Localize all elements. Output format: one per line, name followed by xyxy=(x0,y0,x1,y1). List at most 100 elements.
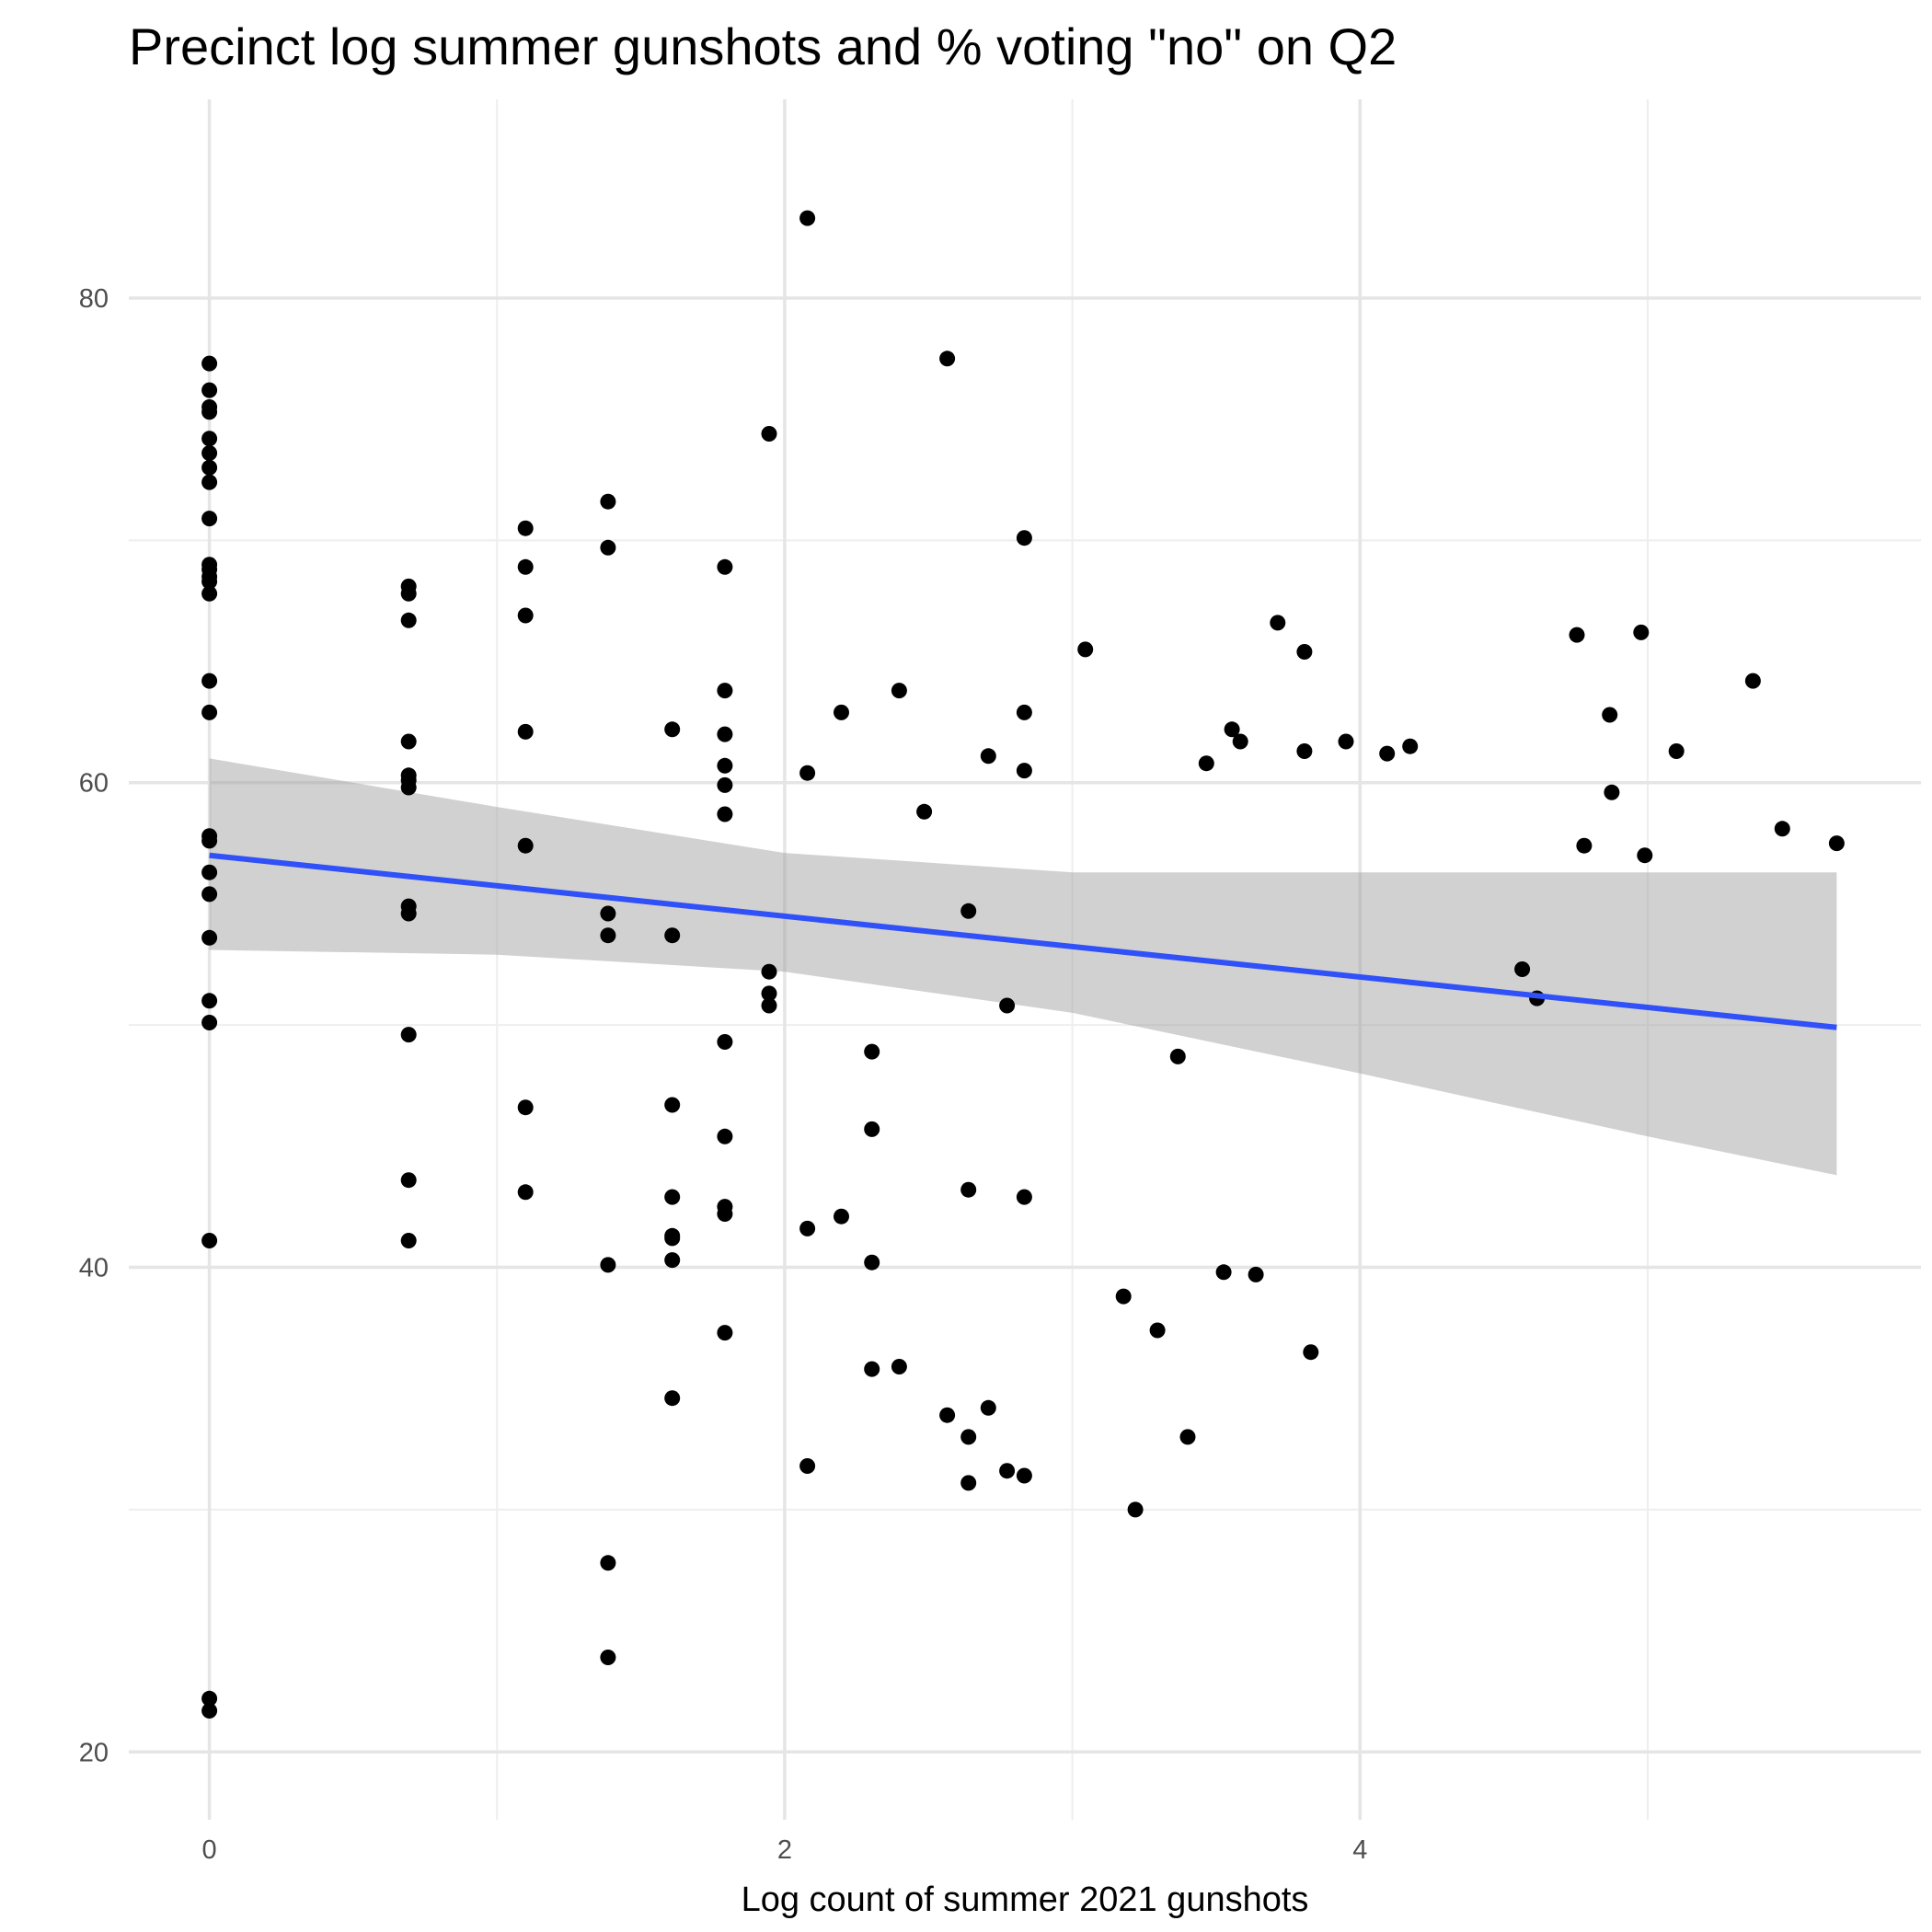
data-point xyxy=(1016,1467,1032,1484)
data-point xyxy=(864,1043,880,1060)
data-point xyxy=(201,864,218,880)
data-point xyxy=(1016,530,1032,546)
data-point xyxy=(761,426,777,442)
data-point xyxy=(201,557,218,573)
data-point xyxy=(1602,707,1618,723)
data-point xyxy=(1016,763,1032,779)
data-point xyxy=(1016,704,1032,720)
data-point xyxy=(1077,641,1094,658)
data-point xyxy=(517,558,534,575)
data-point xyxy=(799,1458,816,1474)
data-point xyxy=(201,382,218,398)
data-point xyxy=(400,585,417,602)
data-point xyxy=(201,431,218,447)
data-point xyxy=(1149,1322,1166,1339)
data-point xyxy=(916,803,933,820)
data-point xyxy=(761,997,777,1014)
data-point xyxy=(1232,733,1248,750)
data-point xyxy=(201,886,218,903)
x-tick-label: 2 xyxy=(777,1835,792,1865)
data-point xyxy=(517,1099,534,1116)
data-point xyxy=(1303,1344,1319,1361)
data-point xyxy=(864,1254,880,1271)
data-point xyxy=(1828,835,1845,852)
data-point xyxy=(600,927,616,944)
data-point xyxy=(1379,745,1396,762)
y-tick-label: 40 xyxy=(79,1253,109,1282)
fit-line-layer xyxy=(209,852,1837,1030)
data-point xyxy=(939,351,956,367)
data-point xyxy=(1604,784,1620,800)
data-point xyxy=(960,1429,977,1445)
confidence-band xyxy=(209,758,1837,1176)
data-point xyxy=(717,1128,733,1144)
data-point xyxy=(201,573,218,590)
data-point xyxy=(717,1325,733,1341)
data-point xyxy=(717,806,733,822)
data-point xyxy=(999,997,1016,1014)
data-point xyxy=(600,539,616,556)
data-point xyxy=(201,355,218,372)
x-axis-title: Log count of summer 2021 gunshots xyxy=(742,1880,1309,1919)
data-point xyxy=(664,1097,681,1113)
data-point xyxy=(1338,733,1354,750)
data-point xyxy=(600,1650,616,1665)
data-point xyxy=(717,683,733,699)
data-point xyxy=(1633,624,1650,640)
data-point xyxy=(717,1206,733,1222)
data-point xyxy=(864,1361,880,1377)
data-point xyxy=(891,683,907,699)
confidence-band-layer xyxy=(209,758,1837,1176)
data-point xyxy=(1402,738,1419,754)
data-point xyxy=(1016,1189,1032,1205)
data-point xyxy=(201,1703,218,1719)
data-point xyxy=(201,673,218,689)
data-point xyxy=(600,1555,616,1571)
data-point xyxy=(717,1034,733,1050)
data-point xyxy=(939,1407,956,1423)
data-point xyxy=(517,837,534,854)
data-point xyxy=(1115,1288,1132,1305)
data-point xyxy=(664,1230,681,1247)
data-point xyxy=(201,459,218,476)
points-layer xyxy=(201,210,1845,1719)
data-point xyxy=(1169,1048,1186,1064)
data-point xyxy=(517,607,534,624)
data-point xyxy=(400,1233,417,1248)
data-point xyxy=(717,558,733,575)
data-point xyxy=(1637,847,1653,864)
data-point xyxy=(517,723,534,740)
data-point xyxy=(980,748,996,765)
data-point xyxy=(1296,644,1313,660)
data-point xyxy=(201,833,218,849)
x-tick-label: 0 xyxy=(201,1835,216,1865)
data-point xyxy=(891,1359,907,1374)
data-point xyxy=(864,1121,880,1137)
data-point xyxy=(1270,615,1286,631)
data-point xyxy=(201,585,218,602)
data-point xyxy=(201,1233,218,1248)
data-point xyxy=(517,520,534,536)
y-tick-label: 80 xyxy=(79,284,109,314)
data-point xyxy=(201,511,218,527)
data-point xyxy=(1179,1429,1196,1445)
data-point xyxy=(201,704,218,720)
data-point xyxy=(1215,1264,1232,1281)
data-point xyxy=(834,1208,849,1225)
x-tick-label: 4 xyxy=(1352,1835,1367,1865)
chart-title: Precinct log summer gunshots and % votin… xyxy=(129,17,1397,75)
data-point xyxy=(960,903,977,919)
tick-labels-layer: 0 2 4 20 40 60 80 xyxy=(79,284,1368,1865)
data-point xyxy=(1569,627,1585,643)
data-point xyxy=(201,445,218,461)
y-tick-label: 60 xyxy=(79,769,109,799)
data-point xyxy=(201,993,218,1009)
data-point xyxy=(960,1181,977,1198)
data-point xyxy=(664,721,681,738)
data-point xyxy=(201,404,218,420)
data-point xyxy=(960,1475,977,1491)
data-point xyxy=(980,1399,996,1416)
data-point xyxy=(664,1252,681,1269)
data-point xyxy=(201,1015,218,1030)
